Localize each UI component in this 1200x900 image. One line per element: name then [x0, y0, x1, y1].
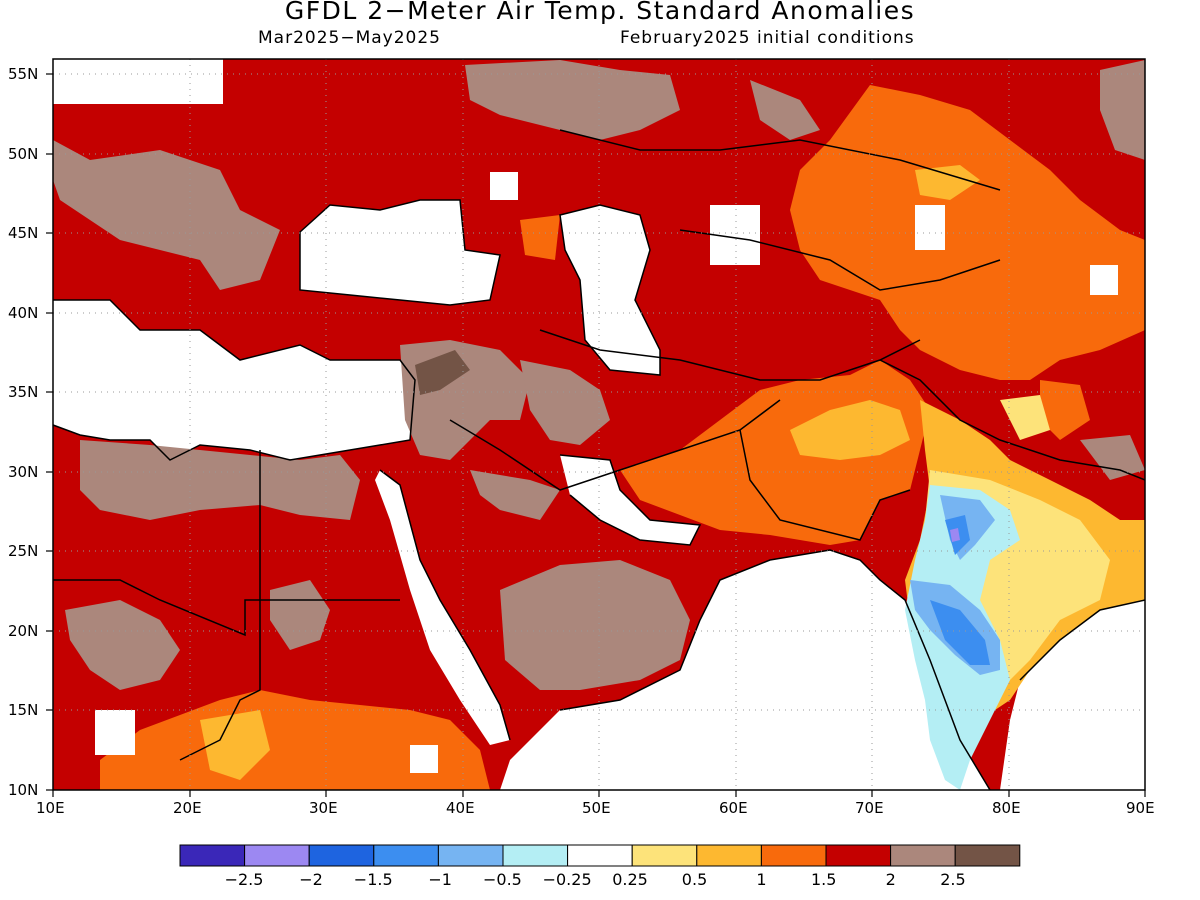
yellow-anomaly-region — [1000, 395, 1050, 440]
colorbar-tick-label: −2.5 — [224, 870, 264, 889]
colorbar-tick-label: 0.5 — [681, 870, 708, 889]
brown-anomaly-region — [1080, 435, 1145, 480]
no-data-patch — [53, 59, 223, 104]
colorbar-tick-label: 1 — [756, 870, 767, 889]
red-sea — [375, 470, 510, 745]
axis-ticks — [46, 73, 1146, 797]
no-data-patch — [490, 172, 518, 200]
brown-anomaly-region — [53, 140, 280, 290]
colorbar-tick-label: 0.25 — [612, 870, 648, 889]
initial-conditions: February2025 initial conditions — [620, 28, 915, 48]
bay-of-bengal — [1000, 600, 1145, 790]
no-data-patch — [410, 745, 438, 773]
lat-label: 45N — [8, 224, 39, 242]
mediterranean-sea — [53, 300, 415, 460]
colorbar-tick-label: −2 — [299, 870, 323, 889]
coastlines-borders — [52, 129, 1146, 791]
brown-anomaly-region — [65, 600, 180, 690]
brown-anomaly-region — [520, 360, 610, 445]
colorbar — [179, 844, 1021, 867]
dark-brown-region — [415, 350, 470, 395]
no-data-patch — [95, 710, 135, 755]
arabian-sea — [500, 550, 990, 790]
colorbar-tick-label: 1.5 — [811, 870, 837, 889]
colorbar-swatch — [567, 844, 633, 867]
orange-anomaly-region — [520, 215, 560, 260]
colorbar-tick-label: 2.5 — [940, 870, 966, 889]
colorbar-tick-label: −1 — [428, 870, 452, 889]
colorbar-swatch — [825, 844, 892, 867]
lat-label: 30N — [8, 463, 39, 481]
lon-label: 80E — [992, 799, 1021, 817]
forecast-period: Mar2025−May2025 — [258, 28, 441, 48]
blue-anomaly-region — [930, 600, 990, 665]
colorbar-swatch — [502, 844, 569, 867]
brown-anomaly-region — [500, 560, 690, 690]
colorbar-tick-label: −0.25 — [542, 870, 592, 889]
lon-label: 70E — [855, 799, 884, 817]
colorbar-tick-label: −1.5 — [353, 870, 393, 889]
colorbar-tick-label: −0.5 — [483, 870, 522, 889]
lon-label: 60E — [719, 799, 748, 817]
colorbar-swatch — [631, 844, 698, 867]
light-orange-anomaly-region — [200, 710, 270, 780]
lon-label: 30E — [309, 799, 338, 817]
black-sea — [300, 200, 500, 305]
lat-label: 10N — [8, 781, 39, 799]
purple-anomaly-spot — [950, 528, 960, 542]
map-field — [53, 59, 1145, 790]
colorbar-swatch — [696, 844, 762, 867]
lat-label: 50N — [8, 145, 39, 163]
lat-label: 55N — [8, 65, 39, 83]
colorbar-swatch — [760, 844, 827, 867]
brown-anomaly-region — [470, 470, 560, 520]
colorbar-tick-label: 2 — [885, 870, 896, 889]
lat-label: 35N — [8, 383, 39, 401]
light-orange-anomaly-region — [915, 165, 980, 200]
lat-label: 20N — [8, 622, 39, 640]
colorbar-swatch — [373, 844, 439, 867]
brown-anomaly-region — [270, 580, 330, 650]
map-title: GFDL 2−Meter Air Temp. Standard Anomalie… — [284, 0, 916, 25]
lon-label: 20E — [173, 799, 202, 817]
orange-anomaly-region — [100, 690, 490, 790]
orange-anomaly-region — [790, 85, 1145, 380]
orange-anomaly-region — [1040, 380, 1090, 440]
colorbar-swatch — [437, 844, 504, 867]
no-data-patch — [915, 205, 945, 250]
brown-anomaly-region — [750, 80, 820, 140]
colorbar-swatch — [890, 844, 956, 867]
lon-label: 50E — [582, 799, 611, 817]
lon-label: 10E — [36, 799, 65, 817]
light-orange-anomaly-region — [790, 400, 910, 460]
lat-label: 25N — [8, 542, 39, 560]
no-data-patch — [1090, 265, 1118, 295]
lat-label: 40N — [8, 304, 39, 322]
brown-anomaly-region — [465, 60, 680, 140]
lon-label: 90E — [1126, 799, 1155, 817]
colorbar-swatch — [954, 844, 1021, 867]
gridlines — [53, 59, 1145, 790]
lat-label: 15N — [8, 701, 39, 719]
brown-anomaly-region — [1100, 60, 1145, 160]
lon-label: 40E — [446, 799, 475, 817]
colorbar-swatch — [244, 844, 310, 867]
colorbar-swatch — [308, 844, 375, 867]
colorbar-swatch — [179, 844, 246, 867]
